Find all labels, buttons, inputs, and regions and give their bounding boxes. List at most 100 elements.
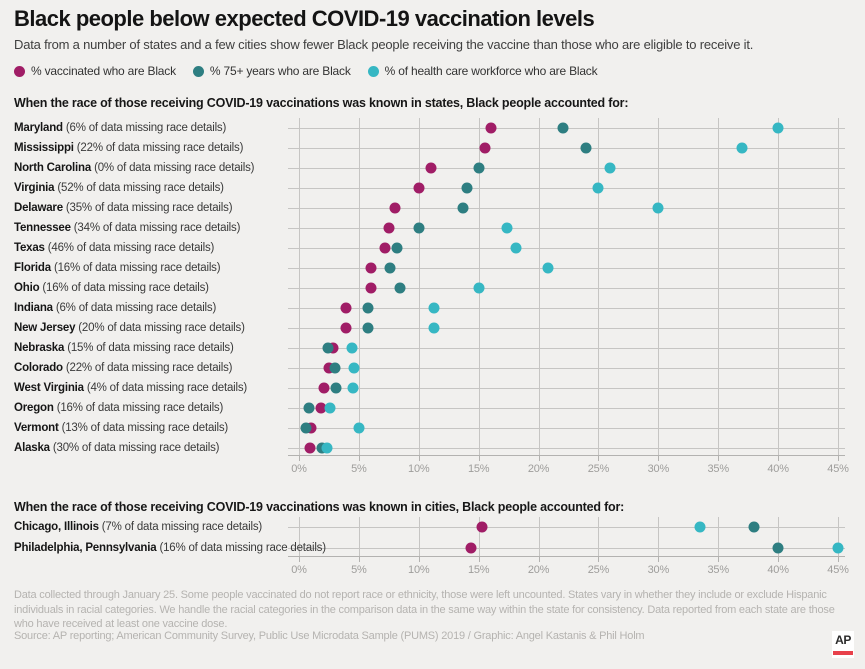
- x-axis-tick: [778, 455, 780, 461]
- row-name: West Virginia: [14, 382, 87, 394]
- row-note: (35% of data missing race details): [65, 202, 233, 214]
- source-credit: Source: AP reporting; American Community…: [14, 630, 645, 642]
- row-gridline: [288, 148, 845, 149]
- row-label: Ohio (16% of data missing race details): [14, 280, 209, 296]
- x-tick-label: 30%: [647, 564, 670, 576]
- ap-logo-text: AP: [835, 633, 851, 647]
- x-tick-label: 10%: [408, 564, 430, 576]
- cities-chart-title: When the race of those receiving COVID-1…: [14, 500, 625, 514]
- x-axis-tick: [299, 455, 300, 461]
- x-tick-label: 10%: [408, 463, 430, 475]
- x-gridline: [778, 118, 780, 455]
- row-name: Philadelphia, Pennsylvania: [14, 542, 160, 554]
- row-note: (22% of data missing race details): [76, 142, 244, 154]
- row-note: (7% of data missing race details): [101, 521, 263, 533]
- x-axis-tick: [598, 455, 600, 461]
- row-label: North Carolina (0% of data missing race …: [14, 160, 254, 176]
- row-name: Colorado: [14, 362, 66, 374]
- x-tick-label: 15%: [467, 463, 490, 475]
- row-note: (6% of data missing race details): [65, 122, 227, 134]
- row-note: (22% of data missing race details): [65, 362, 233, 374]
- dot-vaccinated: [340, 302, 352, 314]
- row-note: (15% of data missing race details): [67, 342, 234, 354]
- dot-vaccinated: [315, 402, 327, 414]
- row-gridline: [288, 188, 845, 189]
- row-note: (16% of data missing race details): [42, 282, 209, 294]
- row-gridline: [288, 428, 845, 429]
- dot-healthcare: [542, 262, 554, 274]
- x-tick-label: 5%: [351, 463, 367, 475]
- dot-healthcare: [736, 142, 748, 154]
- x-axis-line: [288, 455, 845, 456]
- row-gridline: [288, 248, 845, 249]
- x-tick-label: 15%: [467, 564, 490, 576]
- x-tick-label: 20%: [527, 463, 550, 475]
- dot-vaccinated: [389, 202, 401, 214]
- dot-75plus: [473, 162, 485, 174]
- dot-75plus: [557, 122, 568, 134]
- x-axis-tick: [658, 556, 660, 562]
- row-gridline: [288, 548, 845, 549]
- dot-75plus: [772, 542, 784, 554]
- row-label: Vermont (13% of data missing race detail…: [14, 420, 228, 436]
- dot-vaccinated: [383, 222, 395, 234]
- row-note: (16% of data missing race details): [56, 402, 224, 414]
- row-gridline: [288, 408, 845, 409]
- row-gridline: [288, 448, 845, 449]
- row-name: Maryland: [14, 122, 66, 134]
- row-gridline: [288, 388, 845, 389]
- row-name: Delaware: [14, 202, 66, 214]
- row-name: Tennessee: [14, 222, 74, 234]
- row-name: Florida: [14, 262, 54, 274]
- row-gridline: [288, 208, 845, 209]
- row-note: (13% of data missing race details): [61, 422, 229, 434]
- dot-75plus: [413, 222, 425, 234]
- row-gridline: [288, 168, 845, 169]
- vaccinated-dot-icon: [14, 65, 25, 77]
- dot-vaccinated: [365, 282, 377, 294]
- row-name: Indiana: [14, 302, 56, 314]
- row-gridline: [288, 308, 845, 309]
- dot-healthcare: [428, 302, 440, 314]
- row-label: Chicago, Illinois (7% of data missing ra…: [14, 519, 262, 535]
- x-gridline: [778, 517, 780, 556]
- dot-healthcare: [501, 222, 513, 234]
- row-name: Virginia: [14, 182, 58, 194]
- x-tick-label: 30%: [647, 463, 670, 475]
- row-note: (20% of data missing race details): [78, 322, 245, 334]
- x-tick-label: 25%: [587, 564, 610, 576]
- x-tick-label: 35%: [707, 463, 730, 475]
- ap-logo-red-bar-icon: [833, 651, 853, 655]
- dot-75plus: [580, 142, 592, 154]
- x-axis-tick: [358, 455, 360, 461]
- dot-75plus: [457, 202, 469, 214]
- dot-75plus: [394, 282, 406, 294]
- dot-75plus: [384, 262, 396, 274]
- healthcare-dot-icon: [367, 65, 379, 77]
- x-gridline: [598, 118, 600, 455]
- row-label: Nebraska (15% of data missing race detai…: [14, 340, 234, 356]
- row-label: Philadelphia, Pennsylvania (16% of data …: [14, 540, 326, 556]
- row-gridline: [288, 527, 845, 528]
- x-axis-tick: [358, 556, 360, 562]
- row-name: Alaska: [14, 442, 53, 454]
- x-tick-label: 40%: [767, 564, 789, 576]
- row-gridline: [288, 128, 845, 129]
- dot-healthcare: [348, 362, 360, 374]
- x-gridline: [538, 118, 540, 455]
- dot-healthcare: [510, 242, 522, 254]
- row-label: Virginia (52% of data missing race detai…: [14, 180, 224, 196]
- page-title: Black people below expected COVID-19 vac…: [14, 6, 595, 31]
- footer-notes: Data collected through January 25. Some …: [14, 589, 835, 631]
- legend: % vaccinated who are Black % 75+ years w…: [14, 64, 598, 78]
- dot-vaccinated: [413, 182, 425, 194]
- dot-75plus: [329, 362, 341, 374]
- dot-healthcare: [604, 162, 616, 174]
- x-axis-tick: [718, 556, 720, 562]
- row-note: (52% of data missing race details): [57, 182, 224, 194]
- x-gridline: [358, 118, 360, 455]
- x-gridline: [299, 118, 300, 455]
- dot-vaccinated: [379, 242, 391, 254]
- x-axis-tick: [299, 556, 300, 562]
